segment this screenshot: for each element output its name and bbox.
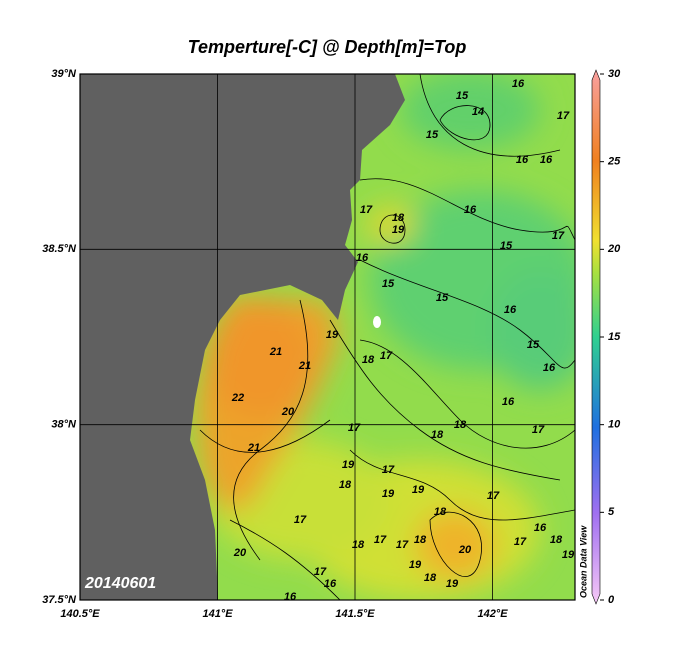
colorbar-tick-label: 5: [608, 506, 615, 518]
contour-label: 20: [281, 406, 295, 418]
contour-label: 21: [269, 346, 282, 358]
contour-label: 17: [314, 566, 327, 578]
contour-label: 16: [324, 578, 337, 590]
x-tick-label: 141.5°E: [335, 608, 375, 620]
contour-label: 18: [414, 534, 427, 546]
contour-label: 18: [550, 534, 563, 546]
contour-label: 19: [446, 578, 459, 590]
date-label: 20140601: [84, 575, 156, 592]
contour-label: 19: [562, 549, 575, 561]
contour-label: 16: [504, 304, 517, 316]
contour-label: 15: [382, 278, 395, 290]
contour-label: 17: [360, 204, 373, 216]
contour-label: 17: [532, 424, 545, 436]
contour-label: 16: [516, 154, 529, 166]
colorbar-tick-label: 30: [608, 68, 621, 80]
contour-label: 19: [409, 559, 422, 571]
colorbar: [591, 69, 601, 605]
y-tick-label: 37.5°N: [42, 594, 77, 606]
contour-lines: [199, 74, 575, 600]
contour-label: 22: [231, 392, 244, 404]
contour-label: 19: [382, 488, 395, 500]
contour-label: 16: [356, 252, 369, 264]
land: [80, 74, 405, 600]
y-tick-label: 38°N: [51, 419, 77, 431]
contour-label: 18: [339, 479, 352, 491]
contour-label: 16: [284, 591, 297, 603]
contour-label: 18: [424, 572, 437, 584]
y-tick-label: 38.5°N: [42, 243, 77, 255]
island: [373, 316, 381, 328]
contour-label: 15: [527, 339, 540, 351]
contour-label: 18: [392, 212, 405, 224]
contour-label: 15: [456, 90, 469, 102]
contour-label: 18: [362, 354, 375, 366]
contour-label: 14: [472, 106, 484, 118]
contour-label: 17: [382, 464, 395, 476]
y-tick-label: 39°N: [51, 68, 77, 80]
temperature-field: [195, 74, 575, 600]
contour-label: 19: [392, 224, 405, 236]
contour-label: 17: [557, 110, 570, 122]
contour-label: 19: [342, 459, 355, 471]
contour-label: 18: [434, 506, 447, 518]
contour-label: 17: [552, 230, 565, 242]
contour-label: 18: [431, 429, 444, 441]
contour-label: 16: [543, 362, 556, 374]
contour-label: 16: [502, 396, 515, 408]
colorbar-tick-label: 15: [608, 331, 621, 343]
contour-label: 17: [487, 490, 500, 502]
watermark: Ocean Data View: [578, 525, 588, 598]
contour-label: 20: [233, 547, 247, 559]
contour-label: 21: [298, 360, 311, 372]
colorbar-tick-label: 20: [607, 243, 621, 255]
contour-label: 15: [426, 129, 439, 141]
contour-label: 18: [352, 539, 365, 551]
colorbar-tick-label: 0: [608, 594, 615, 606]
colorbar-tick-label: 10: [608, 419, 621, 431]
contour-label: 18: [454, 419, 467, 431]
contour-label: 19: [326, 329, 339, 341]
colorbar-tick-label: 25: [607, 156, 621, 168]
map-title: Temperture[-C] @ Depth[m]=Top: [188, 37, 467, 57]
x-tick-label: 141°E: [202, 608, 233, 620]
x-tick-label: 142°E: [477, 608, 508, 620]
contour-label: 20: [458, 544, 472, 556]
contour-label: 16: [540, 154, 553, 166]
contour-label: 19: [412, 484, 425, 496]
contour-label: 17: [294, 514, 307, 526]
contour-label: 16: [512, 78, 525, 90]
contour-label: 17: [380, 350, 393, 362]
contour-label: 17: [396, 539, 409, 551]
contour-label: 17: [374, 534, 387, 546]
x-tick-label: 140.5°E: [60, 608, 100, 620]
contour-label: 17: [514, 536, 527, 548]
contour-label: 16: [464, 204, 477, 216]
contour-label: 15: [436, 292, 449, 304]
contour-label: 21: [247, 442, 260, 454]
contour-label: 17: [348, 422, 361, 434]
contour-label: 15: [500, 240, 513, 252]
contour-label: 16: [534, 522, 547, 534]
